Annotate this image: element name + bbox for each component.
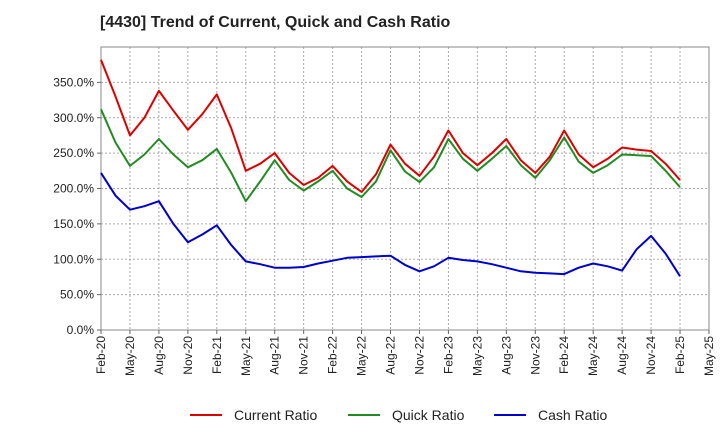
- series-line-cash-ratio: [100, 172, 681, 277]
- x-tick-label: Feb-21: [210, 336, 224, 374]
- y-tick-label: 150.0%: [53, 217, 94, 231]
- x-tick-label: Nov-23: [528, 336, 542, 375]
- x-tick-label: Feb-24: [557, 336, 571, 374]
- y-tick-label: 250.0%: [53, 146, 94, 160]
- y-tick-label: 50.0%: [60, 288, 94, 302]
- axis-layer: [97, 46, 710, 334]
- x-tick-label: May-22: [355, 336, 369, 376]
- y-tick-label: 300.0%: [53, 111, 94, 125]
- x-tick-label: May-20: [123, 336, 137, 376]
- legend-label: Quick Ratio: [392, 407, 465, 423]
- x-tick-labels: Feb-20 May-20 Aug-20 Nov-20 Feb-21 May-21 Aug-…: [94, 336, 716, 376]
- legend-label: Cash Ratio: [538, 407, 607, 423]
- x-tick-label: May-23: [470, 336, 484, 376]
- x-tick-label: Aug-23: [499, 336, 513, 375]
- y-tick-labels: 0.0% 50.0% 100.0% 150.0% 200.0% 250.0% 300.0% 3…: [53, 75, 94, 337]
- x-tick-label: Feb-20: [94, 336, 108, 374]
- x-tick-label: Aug-20: [152, 336, 166, 375]
- x-tick-label: Aug-22: [384, 336, 398, 375]
- x-tick-label: May-25: [702, 336, 716, 376]
- x-tick-label: May-21: [239, 336, 253, 376]
- x-tick-label: May-24: [586, 336, 600, 376]
- grid-layer: [101, 47, 709, 330]
- legend: Current Ratio Quick Ratio Cash Ratio: [190, 407, 607, 423]
- x-tick-label: Nov-24: [644, 336, 658, 375]
- y-tick-label: 350.0%: [53, 75, 94, 89]
- x-tick-label: Feb-25: [673, 336, 687, 374]
- y-tick-label: 0.0%: [67, 323, 95, 337]
- x-tick-label: Feb-23: [441, 336, 455, 374]
- series-line-current-ratio: [100, 59, 681, 193]
- x-tick-label: Nov-22: [412, 336, 426, 375]
- x-tick-label: Nov-20: [181, 336, 195, 375]
- chart-title: [4430] Trend of Current, Quick and Cash …: [100, 14, 451, 31]
- legend-label: Current Ratio: [234, 407, 317, 423]
- y-tick-label: 100.0%: [53, 252, 94, 266]
- x-tick-label: Nov-21: [297, 336, 311, 375]
- x-tick-label: Aug-24: [615, 336, 629, 375]
- series-line-quick-ratio: [100, 108, 681, 203]
- x-tick-label: Feb-22: [326, 336, 340, 374]
- series-layer: [100, 59, 681, 277]
- x-tick-label: Aug-21: [268, 336, 282, 375]
- y-tick-label: 200.0%: [53, 182, 94, 196]
